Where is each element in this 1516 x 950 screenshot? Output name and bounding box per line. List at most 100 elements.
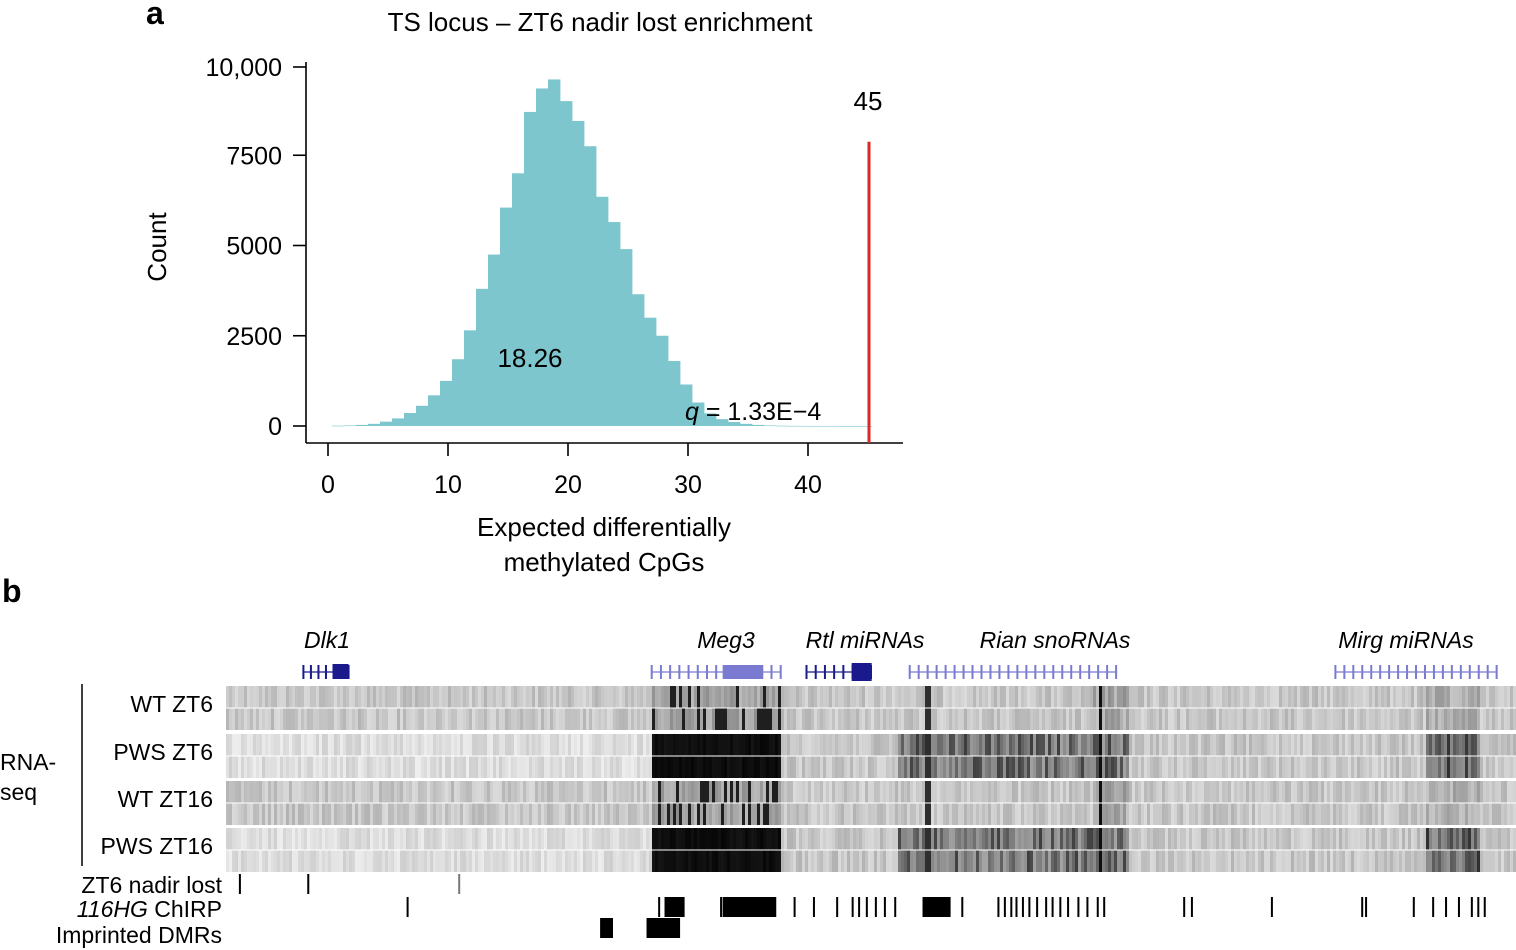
rnaseq-signal [1246, 756, 1249, 778]
rnaseq-signal [592, 803, 595, 825]
rnaseq-signal [964, 803, 967, 825]
rnaseq-signal [1435, 850, 1438, 872]
rnaseq-signal [1237, 781, 1240, 803]
rnaseq-signal [775, 756, 778, 778]
rnaseq-signal [850, 756, 853, 778]
rnaseq-signal [481, 708, 484, 730]
rnaseq-signal [1330, 686, 1333, 708]
rnaseq-signal [1150, 734, 1153, 756]
rnaseq-signal [1210, 708, 1213, 730]
rnaseq-signal [1060, 803, 1063, 825]
rnaseq-signal [1420, 781, 1423, 803]
rnaseq-signal [1330, 734, 1333, 756]
rnaseq-signal [1075, 781, 1078, 803]
rnaseq-signal [583, 850, 586, 872]
rnaseq-signal [622, 781, 625, 803]
rnaseq-signal [1147, 708, 1150, 730]
rnaseq-signal [853, 756, 856, 778]
rnaseq-signal [628, 734, 631, 756]
rnaseq-signal [772, 734, 775, 756]
rnaseq-signal [358, 803, 361, 825]
rnaseq-signal [1384, 756, 1387, 778]
rnaseq-signal [409, 828, 412, 850]
rnaseq-signal [829, 708, 832, 730]
rnaseq-signal [250, 734, 253, 756]
rnaseq-signal [1057, 734, 1060, 756]
rnaseq-signal [1207, 756, 1210, 778]
rnaseq-signal [493, 781, 496, 803]
rnaseq-signal [826, 781, 829, 803]
rnaseq-signal [1042, 708, 1045, 730]
rnaseq-signal [574, 734, 577, 756]
rnaseq-signal [259, 850, 262, 872]
rnaseq-signal [247, 828, 250, 850]
rnaseq-signal [589, 828, 592, 850]
rnaseq-signal [442, 756, 445, 778]
rnaseq-signal [421, 708, 424, 730]
rnaseq-signal [946, 734, 949, 756]
rnaseq-signal [598, 686, 601, 708]
rnaseq-signal [259, 756, 262, 778]
rnaseq-signal [838, 803, 841, 825]
rnaseq-signal [1252, 850, 1255, 872]
rnaseq-signal [256, 756, 259, 778]
rnaseq-signal [958, 756, 961, 778]
rnaseq-signal [502, 803, 505, 825]
rnaseq-signal [658, 850, 661, 872]
rnaseq-signal [286, 756, 289, 778]
rnaseq-signal [994, 781, 997, 803]
rnaseq-signal [925, 708, 928, 730]
rnaseq-signal [259, 708, 262, 730]
rnaseq-signal [757, 850, 760, 872]
rnaseq-signal [862, 828, 865, 850]
rnaseq-signal [1399, 734, 1402, 756]
rnaseq-signal [1183, 828, 1186, 850]
rnaseq-signal [580, 734, 583, 756]
rnaseq-signal [820, 686, 823, 708]
rnaseq-signal [1237, 686, 1240, 708]
rnaseq-signal [958, 708, 961, 730]
rnaseq-signal [556, 781, 559, 803]
rnaseq-signal [466, 708, 469, 730]
feature-mark [874, 897, 877, 917]
rnaseq-signal [562, 803, 565, 825]
rnaseq-signal [439, 781, 442, 803]
rnaseq-signal [601, 734, 604, 756]
rnaseq-signal [844, 781, 847, 803]
rnaseq-signal [400, 828, 403, 850]
feature-mark [1021, 897, 1024, 917]
rnaseq-signal [355, 850, 358, 872]
rnaseq-signal [922, 756, 925, 778]
rnaseq-signal [1264, 850, 1267, 872]
rnaseq-signal [1186, 734, 1189, 756]
rnaseq-signal [1159, 734, 1162, 756]
feature-block [664, 897, 685, 917]
rnaseq-signal [1018, 708, 1021, 730]
rnaseq-signal [994, 734, 997, 756]
rnaseq-signal [1360, 708, 1363, 730]
rnaseq-signal [880, 850, 883, 872]
rnaseq-signal [1204, 756, 1207, 778]
rnaseq-signal [1501, 850, 1504, 872]
rnaseq-signal [1285, 781, 1288, 803]
rnaseq-signal [1348, 850, 1351, 872]
rnaseq-signal [430, 781, 433, 803]
rnaseq-signal [1411, 850, 1414, 872]
rnaseq-signal [1468, 708, 1471, 730]
rnaseq-signal [1393, 828, 1396, 850]
rnaseq-signal [322, 756, 325, 778]
feature-mark [720, 897, 723, 917]
rnaseq-signal [1120, 828, 1123, 850]
rnaseq-signal [1222, 756, 1225, 778]
rnaseq-signal [550, 756, 553, 778]
rnaseq-signal [1126, 803, 1129, 825]
rnaseq-signal [1363, 781, 1366, 803]
rnaseq-signal [1255, 708, 1258, 730]
rnaseq-signal [1300, 756, 1303, 778]
rnaseq-signal [1168, 828, 1171, 850]
rnaseq-signal [679, 850, 682, 872]
rnaseq-signal [400, 803, 403, 825]
rnaseq-signal [871, 686, 874, 708]
rnaseq-signal [373, 803, 376, 825]
rnaseq-signal [358, 734, 361, 756]
